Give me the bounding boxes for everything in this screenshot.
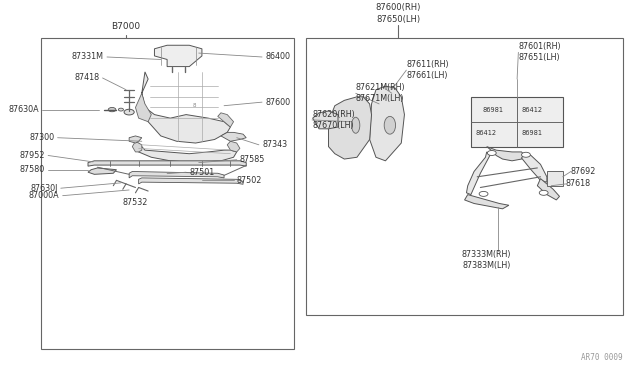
Polygon shape <box>88 161 246 166</box>
Polygon shape <box>486 147 525 161</box>
Text: 87501: 87501 <box>189 168 214 177</box>
Polygon shape <box>467 152 490 195</box>
Polygon shape <box>370 86 404 161</box>
Text: AR70 0009: AR70 0009 <box>581 353 623 362</box>
Polygon shape <box>227 141 240 152</box>
Text: 87502: 87502 <box>237 176 262 185</box>
Polygon shape <box>136 93 151 122</box>
Text: B7000: B7000 <box>111 22 141 31</box>
Circle shape <box>124 109 134 115</box>
Polygon shape <box>129 136 142 143</box>
Text: 87630J: 87630J <box>30 184 58 193</box>
Circle shape <box>540 190 548 195</box>
Polygon shape <box>154 45 202 67</box>
Text: 86400: 86400 <box>265 52 290 61</box>
Text: 87630A: 87630A <box>9 105 39 114</box>
Text: 87580: 87580 <box>20 165 45 174</box>
Circle shape <box>522 152 531 157</box>
Text: 87000A: 87000A <box>29 191 60 200</box>
Text: 86981: 86981 <box>483 107 503 113</box>
Text: 87418: 87418 <box>74 73 99 83</box>
Circle shape <box>479 192 488 196</box>
Circle shape <box>118 108 124 111</box>
Polygon shape <box>132 141 142 152</box>
Polygon shape <box>142 72 230 143</box>
Polygon shape <box>88 168 116 174</box>
Text: 87600(RH)
87650(LH): 87600(RH) 87650(LH) <box>376 3 421 24</box>
Text: 86412: 86412 <box>522 107 543 113</box>
Polygon shape <box>139 178 243 184</box>
Text: 87343: 87343 <box>262 140 287 149</box>
Text: 87532: 87532 <box>123 198 148 207</box>
Text: 87601(RH)
87651(LH): 87601(RH) 87651(LH) <box>518 42 561 62</box>
Text: 87333M(RH)
87383M(LH): 87333M(RH) 87383M(LH) <box>462 250 511 270</box>
Text: 87952: 87952 <box>19 151 45 160</box>
Polygon shape <box>313 111 338 129</box>
Text: 8: 8 <box>193 103 196 108</box>
Bar <box>307 38 623 315</box>
Ellipse shape <box>384 116 396 134</box>
Text: 87620(RH)
87670(LH): 87620(RH) 87670(LH) <box>312 110 355 130</box>
Text: 87600: 87600 <box>265 97 291 107</box>
Text: 87692: 87692 <box>571 167 596 176</box>
Polygon shape <box>221 132 246 141</box>
Polygon shape <box>522 154 547 182</box>
Bar <box>471 97 563 147</box>
Text: 87300: 87300 <box>29 133 54 142</box>
Text: 87618: 87618 <box>566 179 591 189</box>
Text: 87621M(RH)
87671M(LH): 87621M(RH) 87671M(LH) <box>356 83 405 103</box>
Text: 87331M: 87331M <box>72 52 104 61</box>
Circle shape <box>108 108 116 112</box>
Circle shape <box>487 151 496 155</box>
Polygon shape <box>538 179 559 200</box>
Polygon shape <box>465 195 509 209</box>
Bar <box>40 38 294 349</box>
Text: 86412: 86412 <box>476 130 497 136</box>
Polygon shape <box>218 113 234 127</box>
Text: 86981: 86981 <box>522 130 542 136</box>
Polygon shape <box>129 171 224 178</box>
Text: 87585: 87585 <box>240 155 265 164</box>
Polygon shape <box>136 143 237 163</box>
Ellipse shape <box>351 117 360 133</box>
Polygon shape <box>328 97 372 159</box>
Text: 87611(RH)
87661(LH): 87611(RH) 87661(LH) <box>406 60 449 80</box>
Bar <box>547 171 563 186</box>
